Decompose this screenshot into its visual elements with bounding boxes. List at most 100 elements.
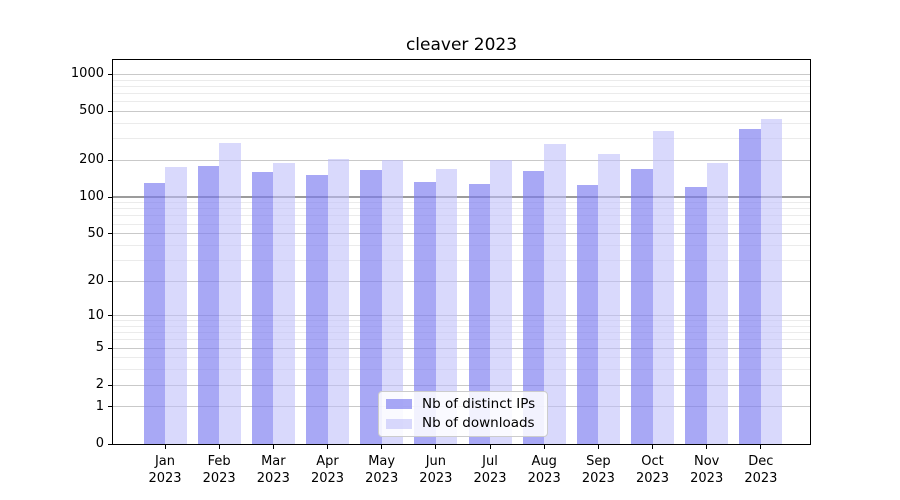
y-tick-label: 2 (95, 377, 104, 393)
bar-distinct-ips-mar (251, 172, 274, 444)
y-tick-label: 50 (87, 225, 104, 241)
minor-gridline (113, 320, 810, 322)
y-tick-mark (108, 280, 112, 282)
major-gridline (113, 384, 810, 386)
y-tick-mark (108, 384, 112, 386)
bar-distinct-ips-may (360, 169, 382, 444)
y-tick-mark (108, 443, 112, 445)
minor-gridline (113, 138, 810, 140)
y-tick-label: 1000 (70, 66, 104, 82)
minor-gridline (113, 223, 810, 225)
x-tick-label: Sep 2023 (581, 454, 615, 486)
y-tick-mark (108, 159, 112, 161)
x-tick-label: May 2023 (365, 454, 399, 486)
y-tick-label: 1 (95, 398, 104, 414)
y-tick-mark (108, 315, 112, 317)
legend-row-downloads: Nb of downloads (386, 416, 547, 431)
y-tick-mark (108, 233, 112, 235)
x-tick-mark (489, 445, 491, 449)
legend-row-distinct-ips: Nb of distinct IPs (386, 395, 547, 412)
minor-gridline (113, 259, 810, 261)
plot-area (112, 59, 811, 445)
y-tick-label: 10 (87, 307, 104, 323)
bar-distinct-ips-nov (685, 187, 707, 444)
y-tick-label: 5 (95, 340, 104, 356)
bar-distinct-ips-apr (306, 174, 328, 444)
y-tick-label: 0 (95, 436, 104, 451)
minor-gridline (113, 325, 810, 327)
major-gridline (113, 110, 810, 112)
minor-gridline (113, 244, 810, 246)
bar-distinct-ips-oct (631, 169, 653, 444)
bar-downloads-dec (760, 118, 783, 444)
x-tick-label: Feb 2023 (202, 454, 236, 486)
minor-gridline (113, 92, 810, 94)
bar-distinct-ips-jul (468, 183, 491, 444)
x-tick-label: Aug 2023 (527, 454, 561, 486)
x-tick-label: Jun 2023 (419, 454, 453, 486)
major-gridline (113, 73, 810, 75)
x-tick-mark (272, 445, 274, 449)
bar-downloads-sep (598, 153, 620, 444)
minor-gridline (113, 208, 810, 210)
x-tick-mark (435, 445, 437, 449)
major-gridline (113, 159, 810, 161)
x-tick-mark (164, 445, 166, 449)
y-tick-label: 100 (79, 189, 104, 205)
legend: Nb of distinct IPs Nb of downloads (378, 391, 548, 437)
minor-gridline (113, 79, 810, 81)
minor-gridline (113, 101, 810, 103)
minor-gridline (113, 202, 810, 204)
minor-gridline (113, 122, 810, 124)
major-gridline (113, 196, 810, 199)
legend-swatch-downloads (386, 418, 412, 429)
bar-distinct-ips-jan (143, 183, 165, 444)
x-tick-label: Dec 2023 (744, 454, 778, 486)
bar-distinct-ips-jun (414, 182, 436, 444)
bar-distinct-ips-feb (197, 165, 220, 444)
bar-distinct-ips-sep (576, 184, 599, 444)
minor-gridline (113, 332, 810, 334)
bar-downloads-aug (544, 144, 566, 444)
x-tick-mark (327, 445, 328, 449)
bar-downloads-nov (706, 162, 729, 444)
legend-swatch-distinct-ips (386, 399, 412, 410)
x-tick-label: Oct 2023 (635, 454, 670, 486)
y-tick-mark (108, 73, 112, 75)
major-gridline (113, 280, 810, 282)
bar-downloads-jul (490, 159, 512, 444)
x-tick-mark (543, 445, 545, 449)
major-gridline (113, 315, 810, 317)
x-tick-label: Nov 2023 (690, 454, 724, 486)
x-tick-label: Mar 2023 (256, 454, 290, 486)
y-tick-label: 200 (79, 152, 104, 168)
legend-label-downloads: Nb of downloads (422, 415, 535, 432)
x-tick-label: Apr 2023 (310, 454, 345, 486)
y-tick-mark (108, 406, 112, 408)
y-tick-mark (108, 110, 112, 112)
bar-distinct-ips-aug (522, 170, 545, 444)
minor-gridline (113, 215, 810, 217)
x-tick-mark (597, 445, 599, 449)
bar-downloads-oct (652, 131, 675, 444)
x-tick-mark (652, 445, 654, 449)
x-tick-mark (218, 445, 220, 449)
bar-downloads-jan (165, 167, 187, 444)
major-gridline (113, 233, 810, 235)
y-tick-label: 20 (87, 273, 104, 289)
chart-title: cleaver 2023 (405, 35, 518, 55)
bar-distinct-ips-dec (739, 128, 761, 444)
y-tick-mark (108, 347, 112, 349)
major-gridline (113, 347, 810, 349)
x-tick-mark (760, 445, 762, 449)
minor-gridline (113, 369, 810, 371)
bar-downloads-may (381, 159, 404, 444)
minor-gridline (113, 85, 810, 87)
y-tick-label: 500 (79, 103, 104, 119)
x-tick-mark (381, 445, 383, 449)
y-tick-mark (108, 196, 112, 198)
legend-label-distinct-ips: Nb of distinct IPs (422, 395, 536, 412)
x-tick-label: Jul 2023 (473, 454, 507, 486)
bar-downloads-jun (435, 168, 458, 444)
